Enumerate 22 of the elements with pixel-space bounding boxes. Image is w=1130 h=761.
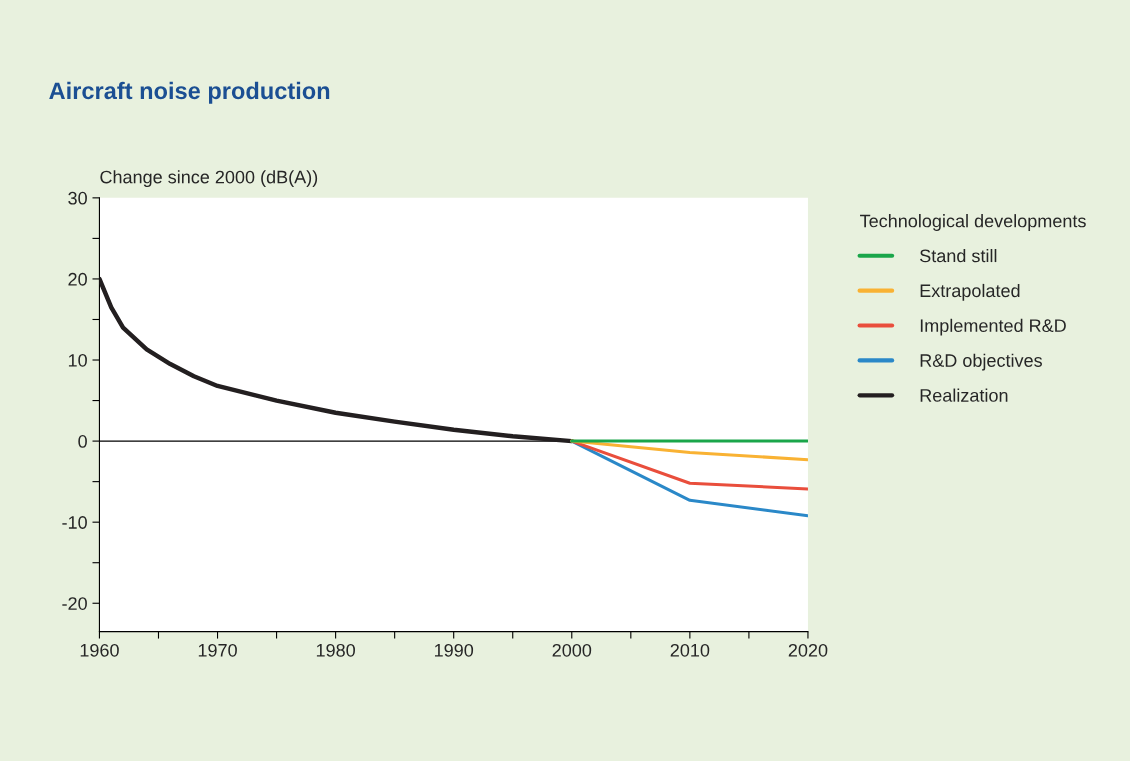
x-tick-label: 1970 — [198, 643, 237, 657]
legend-label: Stand still — [920, 249, 997, 263]
x-tick-label: 1990 — [434, 643, 474, 657]
y-tick-label: 20 — [68, 272, 87, 286]
legend-label: Extrapolated — [920, 283, 1020, 301]
legend-title: Technological developments — [860, 214, 1086, 231]
y-tick-label: 0 — [78, 435, 87, 448]
y-tick-label: -10 — [62, 516, 87, 529]
y-tick-label: -20 — [62, 597, 87, 610]
chart-title: Aircraft noise production — [49, 81, 330, 104]
legend-label: R&D objectives — [920, 353, 1042, 371]
x-tick-label: 1960 — [80, 643, 119, 657]
line-series — [99, 276, 574, 444]
x-tick-label: 2020 — [788, 643, 828, 657]
x-tick-label: 2010 — [670, 643, 710, 657]
y-tick-label: 10 — [68, 353, 87, 367]
x-tick-label: 2000 — [552, 643, 592, 657]
y-axis-title: Change since 2000 (dB(A)) — [100, 170, 318, 188]
legend-label: Implemented R&D — [920, 318, 1066, 336]
y-tick-label: 30 — [68, 191, 87, 205]
x-tick-label: 1980 — [316, 643, 355, 657]
legend-label: Realization — [920, 388, 1008, 402]
